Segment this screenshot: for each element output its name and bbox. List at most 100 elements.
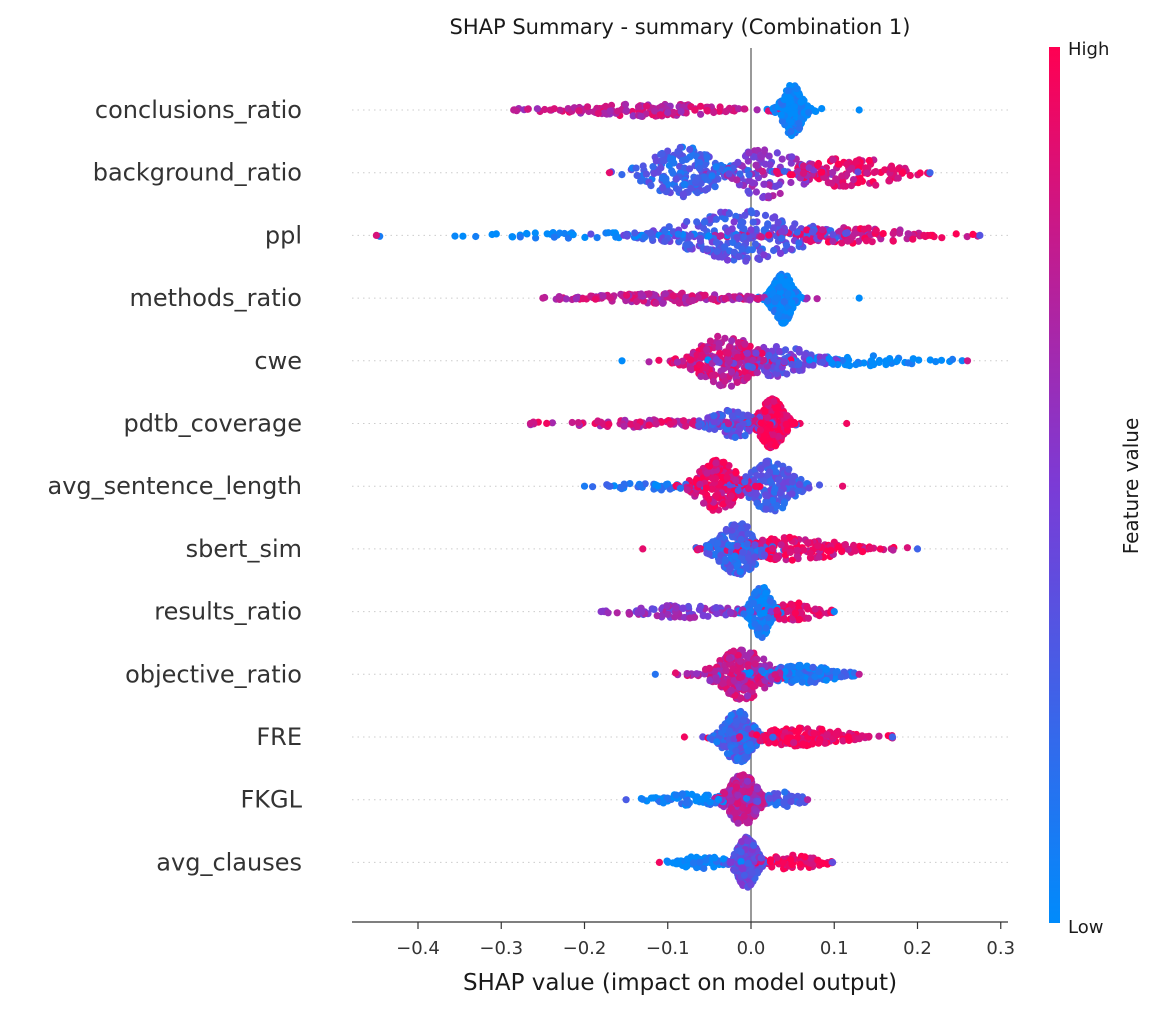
- shap-point: [744, 187, 752, 195]
- shap-point: [836, 227, 844, 235]
- shap-point: [777, 234, 786, 242]
- shap-point: [731, 433, 739, 441]
- shap-point: [746, 296, 754, 304]
- shap-point: [769, 733, 777, 741]
- shap-point: [803, 662, 811, 670]
- shap-point: [651, 107, 659, 115]
- shap-point: [666, 155, 675, 163]
- shap-point: [771, 485, 779, 493]
- shap-point: [795, 366, 803, 375]
- shap-point: [829, 231, 837, 239]
- shap-point: [889, 237, 897, 245]
- shap-point: [710, 108, 718, 117]
- shap-point: [805, 484, 813, 492]
- shap-point: [663, 602, 671, 610]
- shap-point: [642, 102, 651, 110]
- shap-point: [781, 278, 789, 286]
- shap-point: [579, 295, 587, 303]
- shap-point: [830, 608, 838, 616]
- shap-point: [772, 468, 780, 476]
- shap-point: [755, 255, 764, 263]
- shap-point: [691, 106, 699, 114]
- shap-point: [694, 174, 702, 182]
- shap-point: [805, 108, 813, 117]
- shap-point: [730, 647, 738, 655]
- shap-point: [730, 248, 739, 256]
- shap-point: [706, 337, 715, 345]
- shap-point: [743, 540, 751, 548]
- shap-point: [718, 253, 726, 261]
- shap-point: [852, 361, 860, 369]
- shap-point: [774, 218, 782, 226]
- shap-point: [661, 227, 669, 235]
- shap-point: [704, 612, 712, 620]
- shap-point: [780, 297, 788, 306]
- shap-point: [724, 349, 732, 357]
- shap-point: [651, 291, 659, 299]
- shap-point: [838, 172, 846, 180]
- shap-point: [639, 545, 647, 553]
- shap-point: [766, 421, 774, 429]
- shap-point: [728, 337, 736, 345]
- shap-point: [702, 364, 710, 372]
- chart-title: SHAP Summary - summary (Combination 1): [450, 15, 911, 39]
- shap-point: [787, 118, 795, 126]
- shap-point: [783, 370, 791, 378]
- shap-point: [948, 355, 957, 363]
- shap-point: [694, 293, 702, 301]
- shap-point: [736, 222, 744, 230]
- shap-point: [745, 149, 753, 157]
- shap-point: [727, 501, 735, 509]
- shap-point: [727, 368, 736, 376]
- shap-point: [763, 368, 771, 377]
- shap-point: [787, 159, 795, 167]
- shap-point: [748, 209, 756, 217]
- shap-point: [780, 358, 788, 366]
- shap-point: [758, 667, 766, 675]
- shap-point: [772, 554, 781, 562]
- shap-point: [860, 225, 868, 233]
- shap-point: [803, 226, 811, 234]
- shap-point: [735, 359, 744, 367]
- shap-point: [872, 181, 880, 189]
- shap-point: [721, 243, 729, 251]
- shap-point: [715, 344, 723, 352]
- shap-point: [652, 299, 660, 307]
- shap-point: [451, 232, 459, 240]
- shap-point: [637, 290, 645, 298]
- shap-point: [920, 231, 928, 239]
- shap-point: [659, 299, 667, 307]
- shap-point: [752, 588, 760, 596]
- shap-point: [673, 358, 682, 366]
- shap-point: [659, 183, 667, 191]
- shap-point: [773, 411, 781, 419]
- shap-point: [730, 521, 739, 529]
- feature-row-points: [622, 771, 812, 827]
- shap-point: [668, 167, 676, 175]
- shap-point: [524, 105, 532, 113]
- shap-point: [623, 291, 631, 299]
- shap-point: [555, 293, 563, 301]
- shap-point: [795, 239, 803, 247]
- shap-point: [593, 234, 601, 242]
- shap-point: [459, 232, 467, 240]
- shap-point: [675, 299, 683, 307]
- shap-point: [687, 232, 695, 240]
- shap-point: [682, 422, 690, 430]
- shap-point: [744, 362, 752, 370]
- shap-point: [727, 686, 736, 695]
- shap-point: [727, 382, 736, 390]
- shap-point: [952, 230, 960, 238]
- shap-point: [679, 190, 687, 198]
- shap-point: [783, 412, 791, 420]
- shap-point: [671, 669, 680, 677]
- shap-point: [775, 347, 784, 356]
- shap-point: [818, 358, 827, 366]
- shap-point: [784, 290, 792, 298]
- shap-point: [750, 153, 758, 161]
- shap-point: [780, 167, 788, 175]
- shap-point: [889, 546, 897, 554]
- shap-point: [689, 296, 697, 305]
- shap-point: [655, 356, 663, 364]
- shap-point: [882, 361, 890, 369]
